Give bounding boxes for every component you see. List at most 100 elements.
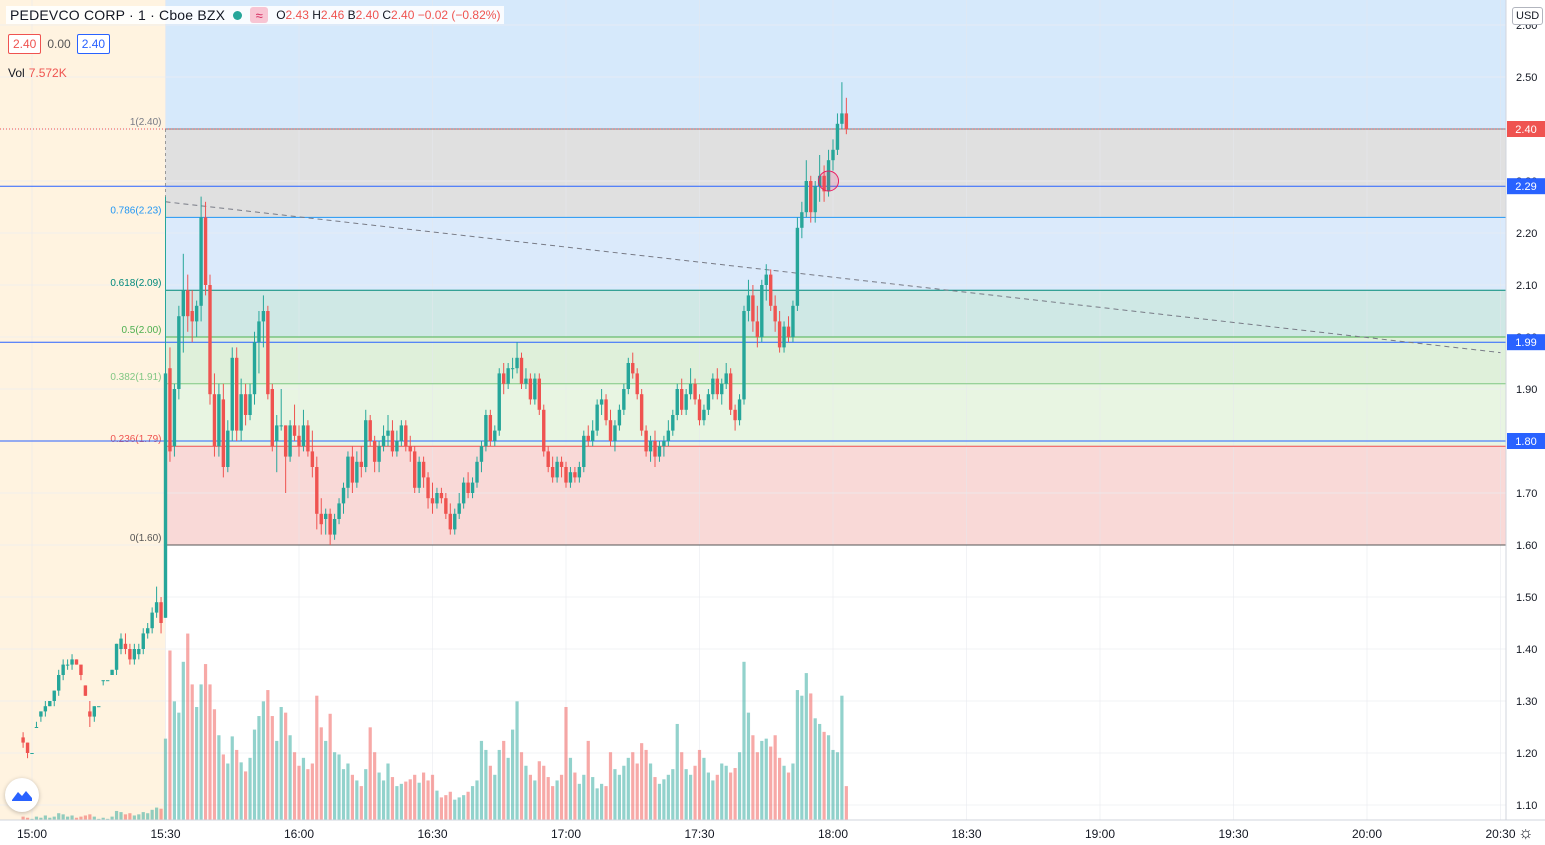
candle-body bbox=[413, 451, 417, 488]
volume-bar bbox=[101, 817, 105, 820]
volume-bar bbox=[760, 740, 764, 820]
price-tick-label: 1.70 bbox=[1516, 488, 1537, 500]
candle-body bbox=[599, 399, 604, 405]
volume-bar bbox=[644, 749, 648, 820]
candle-body bbox=[97, 706, 101, 708]
candle-body bbox=[25, 742, 30, 753]
candle-body bbox=[595, 404, 599, 431]
volume-bar bbox=[484, 749, 488, 820]
candle-body bbox=[417, 461, 421, 488]
candle-body bbox=[484, 415, 488, 447]
candle-body bbox=[822, 175, 826, 192]
candle-body bbox=[346, 456, 350, 488]
candle-body bbox=[364, 420, 368, 467]
gear-icon[interactable]: ☼ bbox=[1518, 823, 1534, 842]
volume-bar bbox=[172, 701, 176, 820]
candle-body bbox=[301, 425, 306, 447]
candle-body bbox=[813, 186, 817, 213]
volume-bar bbox=[675, 723, 679, 820]
candle-body bbox=[43, 706, 48, 712]
candle-body bbox=[252, 342, 257, 395]
volume-bar bbox=[613, 769, 617, 820]
candle-body bbox=[332, 519, 337, 535]
candle-body bbox=[751, 295, 755, 322]
volume-bar bbox=[248, 757, 252, 820]
price-tick-label: 1.50 bbox=[1516, 592, 1537, 604]
volume-legend: Vol 7.572K bbox=[8, 66, 67, 80]
candle-body bbox=[30, 753, 34, 754]
volume-bar bbox=[573, 772, 577, 820]
volume-bar bbox=[381, 780, 386, 820]
volume-bar bbox=[70, 815, 74, 820]
time-tick-label: 19:00 bbox=[1085, 827, 1115, 841]
volume-bar bbox=[840, 695, 844, 820]
candle-body bbox=[239, 394, 243, 431]
ask-button[interactable]: 2.40 bbox=[76, 34, 111, 54]
candle-body bbox=[653, 441, 657, 457]
candle-body bbox=[270, 389, 274, 447]
volume-bar bbox=[261, 701, 265, 820]
volume-bar bbox=[328, 713, 332, 820]
volume-bar bbox=[83, 815, 87, 820]
candle-body bbox=[662, 441, 666, 447]
candle-body bbox=[617, 409, 622, 426]
candle-body bbox=[257, 321, 261, 343]
volume-bar bbox=[61, 814, 65, 820]
candle-body bbox=[475, 461, 479, 483]
volume-bar bbox=[475, 780, 479, 820]
candle-body bbox=[163, 373, 168, 618]
time-tick-label: 17:30 bbox=[684, 827, 714, 841]
volume-bar bbox=[591, 777, 595, 820]
candle-body bbox=[328, 513, 332, 535]
quote-bar: 2.40 0.00 2.40 bbox=[8, 34, 111, 54]
candle-body bbox=[430, 498, 435, 504]
candle-body bbox=[57, 675, 61, 691]
candle-body bbox=[444, 498, 448, 514]
candle-body bbox=[110, 669, 114, 675]
volume-bar bbox=[542, 765, 546, 820]
volume-bar bbox=[462, 795, 466, 820]
volume-bar bbox=[533, 780, 537, 820]
volume-bar bbox=[25, 817, 30, 820]
volume-bar bbox=[132, 815, 136, 820]
candle-body bbox=[79, 664, 83, 675]
volume-bar bbox=[724, 765, 728, 820]
bid-button[interactable]: 2.40 bbox=[8, 34, 42, 54]
volume-bar bbox=[653, 777, 657, 820]
volume-bar bbox=[595, 788, 599, 820]
volume-bar bbox=[159, 808, 163, 820]
fib-level-label: 1(2.40) bbox=[130, 117, 162, 128]
candle-body bbox=[355, 461, 359, 483]
candle-body bbox=[702, 409, 706, 421]
volume-bar bbox=[88, 814, 92, 820]
candle-body bbox=[208, 285, 212, 395]
candle-body bbox=[266, 311, 270, 395]
volume-bar bbox=[470, 786, 475, 820]
volume-bar bbox=[284, 712, 288, 820]
volume-bar bbox=[582, 774, 586, 820]
candle-body bbox=[510, 368, 515, 370]
tradingview-logo-icon[interactable] bbox=[5, 778, 39, 812]
candle-body bbox=[421, 461, 426, 478]
volume-bar bbox=[310, 763, 314, 820]
fib-level-label: 0.786(2.23) bbox=[110, 205, 161, 216]
volume-bar bbox=[203, 664, 208, 820]
candle-body bbox=[48, 701, 52, 707]
volume-bar bbox=[150, 809, 154, 820]
volume-bar bbox=[466, 791, 470, 820]
candle-body bbox=[804, 181, 808, 213]
candle-body bbox=[755, 321, 760, 337]
candle-body bbox=[132, 649, 137, 660]
price-tag bbox=[1507, 334, 1545, 351]
compare-icon[interactable]: ≈ bbox=[250, 7, 269, 23]
volume-bar bbox=[559, 774, 564, 820]
candle-body bbox=[684, 394, 688, 410]
volume-bar bbox=[306, 769, 310, 820]
symbol-title[interactable]: PEDEVCO CORP · 1 · Cboe BZX bbox=[10, 7, 226, 23]
volume-bar bbox=[546, 777, 550, 820]
volume-bar bbox=[831, 749, 835, 820]
candle-body bbox=[368, 420, 372, 441]
volume-bar bbox=[586, 740, 590, 820]
currency-button[interactable]: USD bbox=[1512, 7, 1544, 25]
